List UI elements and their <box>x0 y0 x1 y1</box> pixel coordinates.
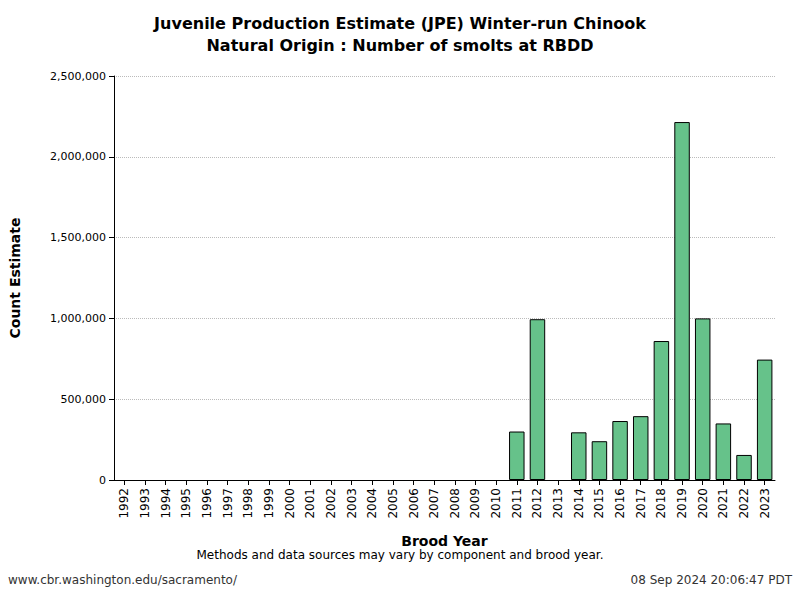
svg-text:08 Sep 2024 20:06:47 PDT: 08 Sep 2024 20:06:47 PDT <box>631 573 793 587</box>
svg-text:2007: 2007 <box>427 488 441 519</box>
svg-text:Natural Origin : Number of smo: Natural Origin : Number of smolts at RBD… <box>206 36 593 55</box>
svg-text:1993: 1993 <box>138 488 152 519</box>
svg-text:Methods and data sources may v: Methods and data sources may vary by com… <box>197 548 604 562</box>
svg-text:2018: 2018 <box>654 488 668 519</box>
svg-text:2021: 2021 <box>716 488 730 519</box>
svg-text:1999: 1999 <box>262 488 276 519</box>
svg-text:1998: 1998 <box>241 488 255 519</box>
svg-text:2,500,000: 2,500,000 <box>50 70 106 83</box>
svg-text:2009: 2009 <box>468 488 482 519</box>
svg-text:1,000,000: 1,000,000 <box>50 312 106 325</box>
svg-text:2023: 2023 <box>758 488 772 519</box>
svg-text:2003: 2003 <box>345 488 359 519</box>
svg-text:2004: 2004 <box>365 488 379 519</box>
svg-text:Juvenile Production Estimate (: Juvenile Production Estimate (JPE) Winte… <box>153 14 646 33</box>
svg-text:2005: 2005 <box>386 488 400 519</box>
svg-text:2016: 2016 <box>613 488 627 519</box>
svg-text:2001: 2001 <box>303 488 317 519</box>
svg-text:1994: 1994 <box>159 488 173 519</box>
svg-text:2012: 2012 <box>530 488 544 519</box>
svg-text:www.cbr.washington.edu/sacrame: www.cbr.washington.edu/sacramento/ <box>8 573 238 587</box>
svg-text:1997: 1997 <box>221 488 235 519</box>
svg-text:1992: 1992 <box>117 488 131 519</box>
svg-text:2020: 2020 <box>696 488 710 519</box>
svg-text:2019: 2019 <box>675 488 689 519</box>
svg-text:2006: 2006 <box>407 488 421 519</box>
svg-text:2002: 2002 <box>324 488 338 519</box>
svg-text:2000: 2000 <box>283 488 297 519</box>
svg-text:Count Estimate: Count Estimate <box>7 217 23 338</box>
svg-text:2,000,000: 2,000,000 <box>50 150 106 163</box>
svg-text:2008: 2008 <box>448 488 462 519</box>
svg-text:2010: 2010 <box>489 488 503 519</box>
svg-text:0: 0 <box>99 474 106 487</box>
svg-text:2017: 2017 <box>634 488 648 519</box>
svg-text:500,000: 500,000 <box>61 393 107 406</box>
svg-text:2011: 2011 <box>510 488 524 519</box>
svg-text:2022: 2022 <box>737 488 751 519</box>
svg-text:2015: 2015 <box>592 488 606 519</box>
svg-text:1,500,000: 1,500,000 <box>50 231 106 244</box>
svg-text:1996: 1996 <box>200 488 214 519</box>
svg-text:1995: 1995 <box>179 488 193 519</box>
svg-text:2013: 2013 <box>551 488 565 519</box>
svg-text:2014: 2014 <box>572 488 586 519</box>
svg-text:Brood Year: Brood Year <box>401 533 488 549</box>
